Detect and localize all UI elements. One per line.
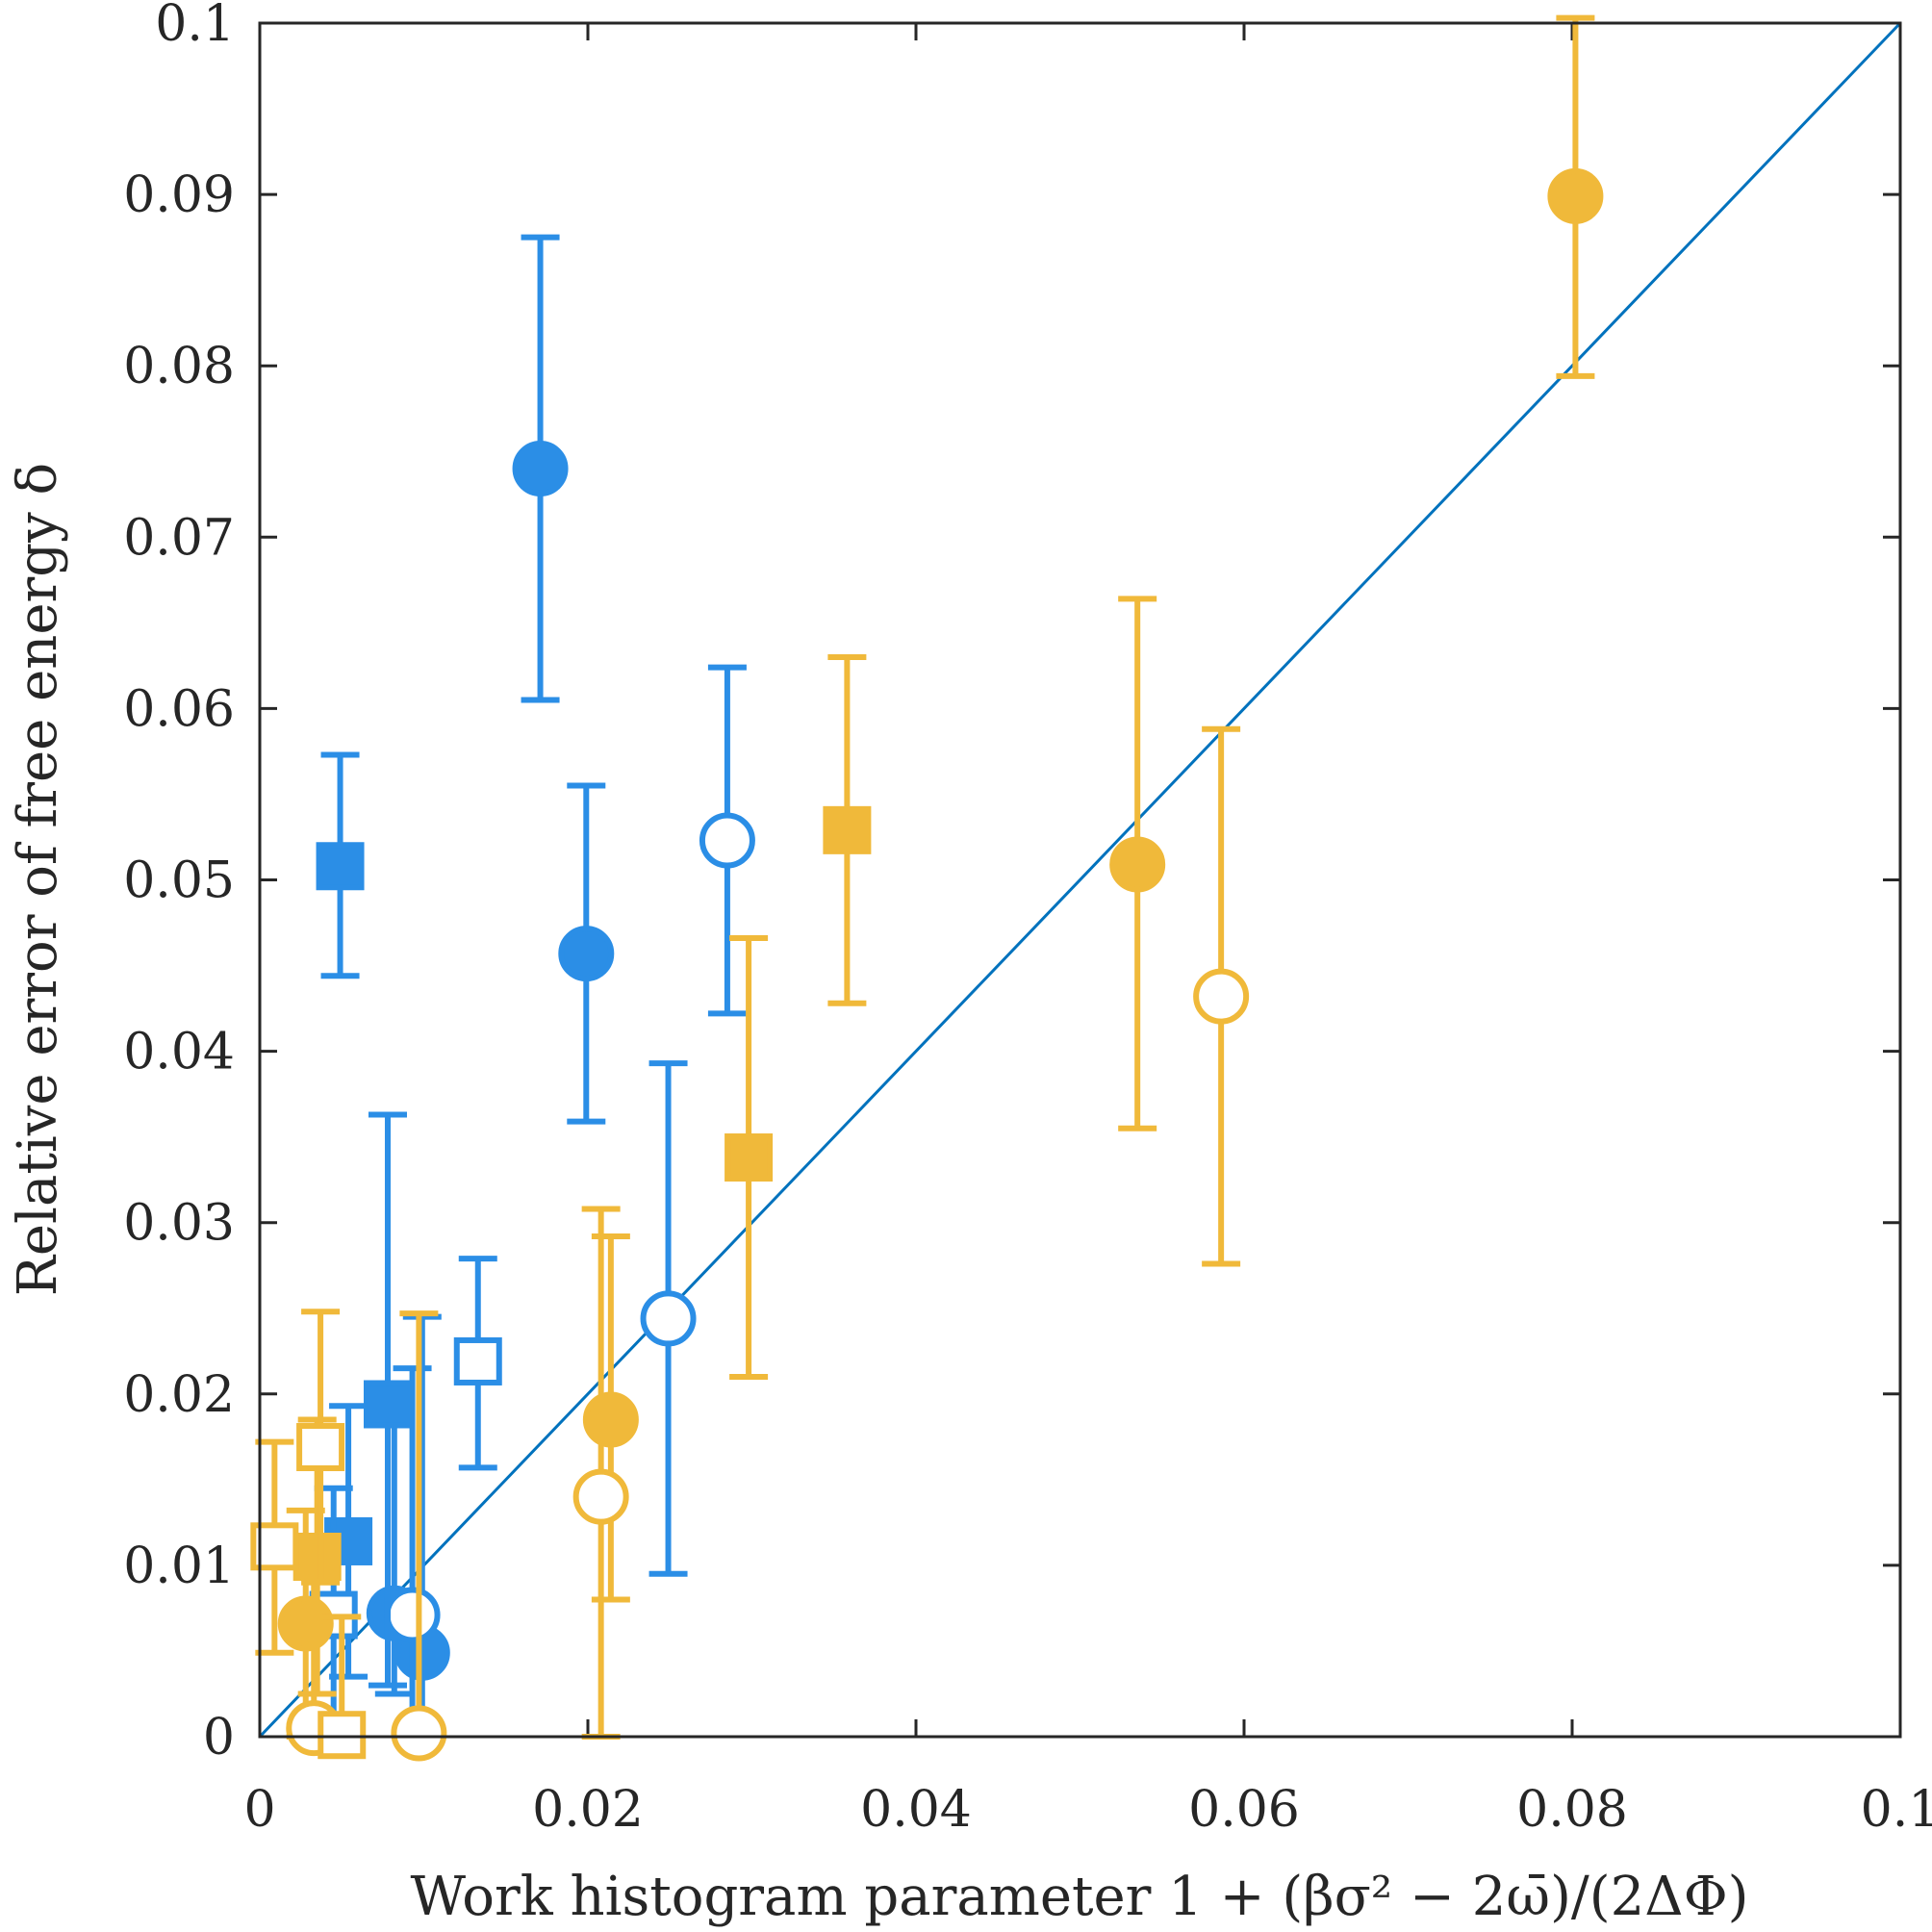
y-axis-label: Relative error of free energy δ bbox=[7, 463, 69, 1297]
y-tick-label: 0.09 bbox=[123, 166, 235, 224]
data-point bbox=[823, 805, 872, 854]
gold-filled-square-series bbox=[292, 653, 872, 1697]
reference-line-group bbox=[258, 21, 1902, 1739]
y-tick-label: 0.01 bbox=[123, 1538, 235, 1595]
data-point bbox=[453, 1336, 502, 1385]
data-point bbox=[1193, 968, 1250, 1025]
plot-frame bbox=[258, 21, 1902, 1739]
data-point bbox=[318, 1711, 367, 1760]
y-tick-label: 0 bbox=[203, 1709, 235, 1767]
y-tick-label: 0.03 bbox=[123, 1195, 235, 1253]
x-axis-label: Work histogram parameter 1 + (βσ² − 2ω̄)… bbox=[411, 1866, 1749, 1928]
data-point bbox=[391, 1705, 447, 1762]
data-point bbox=[512, 441, 569, 497]
x-tick-label: 0.02 bbox=[532, 1781, 644, 1839]
data-point bbox=[277, 1595, 334, 1652]
data-point bbox=[724, 1133, 774, 1182]
x-tick-label: 0.06 bbox=[1188, 1781, 1300, 1839]
gold-filled-circle-series bbox=[277, 14, 1604, 1740]
data-point bbox=[699, 812, 755, 869]
y-tick-label: 0.04 bbox=[123, 1024, 235, 1081]
tick-labels: 0 0.02 0.04 0.06 0.08 0.1 0 0.01 0.02 0.03 0.04 0.0… bbox=[123, 0, 1932, 1839]
data-point bbox=[572, 1468, 629, 1525]
y-tick-label: 0.1 bbox=[155, 0, 235, 53]
data-markers bbox=[250, 14, 1604, 1762]
gold-open-square-series bbox=[250, 1309, 367, 1760]
blue-open-circle-series bbox=[384, 664, 755, 1740]
x-tick-label: 0.1 bbox=[1861, 1781, 1932, 1839]
y-tick-label: 0.06 bbox=[123, 680, 235, 738]
data-point bbox=[640, 1290, 697, 1347]
data-point bbox=[292, 1532, 342, 1581]
data-point bbox=[582, 1391, 639, 1448]
y-tick-label: 0.05 bbox=[123, 852, 235, 910]
data-point bbox=[384, 1587, 441, 1643]
x-tick-label: 0.08 bbox=[1516, 1781, 1628, 1839]
x-tick-label: 0.04 bbox=[860, 1781, 972, 1839]
data-point bbox=[363, 1380, 412, 1429]
reference-line bbox=[258, 21, 1902, 1739]
y-tick-label: 0.02 bbox=[123, 1366, 235, 1424]
data-point bbox=[316, 842, 365, 891]
data-point bbox=[1547, 167, 1604, 224]
y-tick-label: 0.08 bbox=[123, 338, 235, 395]
data-point bbox=[1109, 836, 1166, 893]
data-point bbox=[558, 926, 615, 982]
y-tick-label: 0.07 bbox=[123, 509, 235, 567]
data-point bbox=[296, 1423, 345, 1472]
x-tick-label: 0 bbox=[243, 1781, 275, 1839]
